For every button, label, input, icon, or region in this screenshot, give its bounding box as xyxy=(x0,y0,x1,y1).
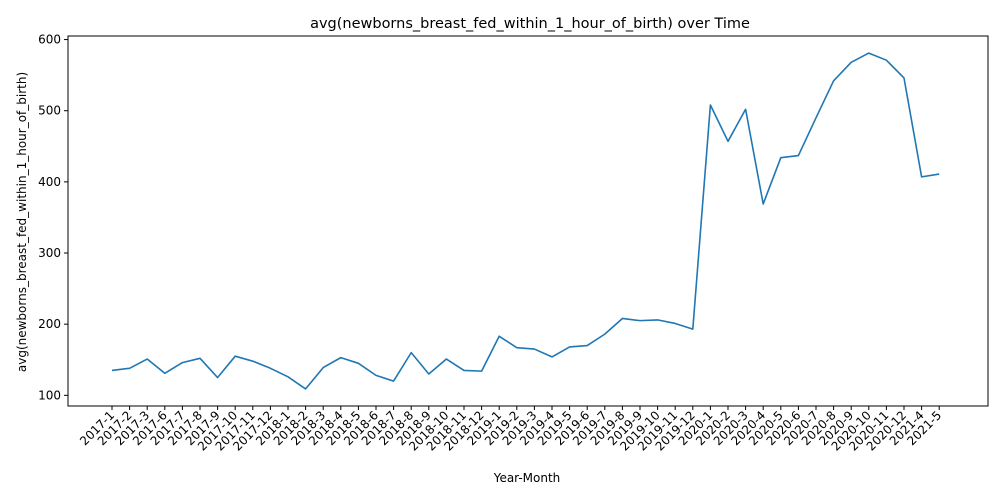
y-tick-label: 200 xyxy=(38,317,61,331)
y-tick-label: 600 xyxy=(38,33,61,47)
x-axis-label: Year-Month xyxy=(493,471,561,485)
plot-area: 1002003004005006002017-12017-22017-32017… xyxy=(38,33,989,454)
y-tick-label: 400 xyxy=(38,175,61,189)
y-axis-label: avg(newborns_breast_fed_within_1_hour_of… xyxy=(15,72,29,372)
y-tick-label: 300 xyxy=(38,246,61,260)
plot-frame xyxy=(67,35,989,407)
series-line xyxy=(111,52,940,390)
y-tick-label: 500 xyxy=(38,104,61,118)
y-tick-label: 100 xyxy=(38,388,61,402)
chart-title: avg(newborns_breast_fed_within_1_hour_of… xyxy=(310,16,750,32)
